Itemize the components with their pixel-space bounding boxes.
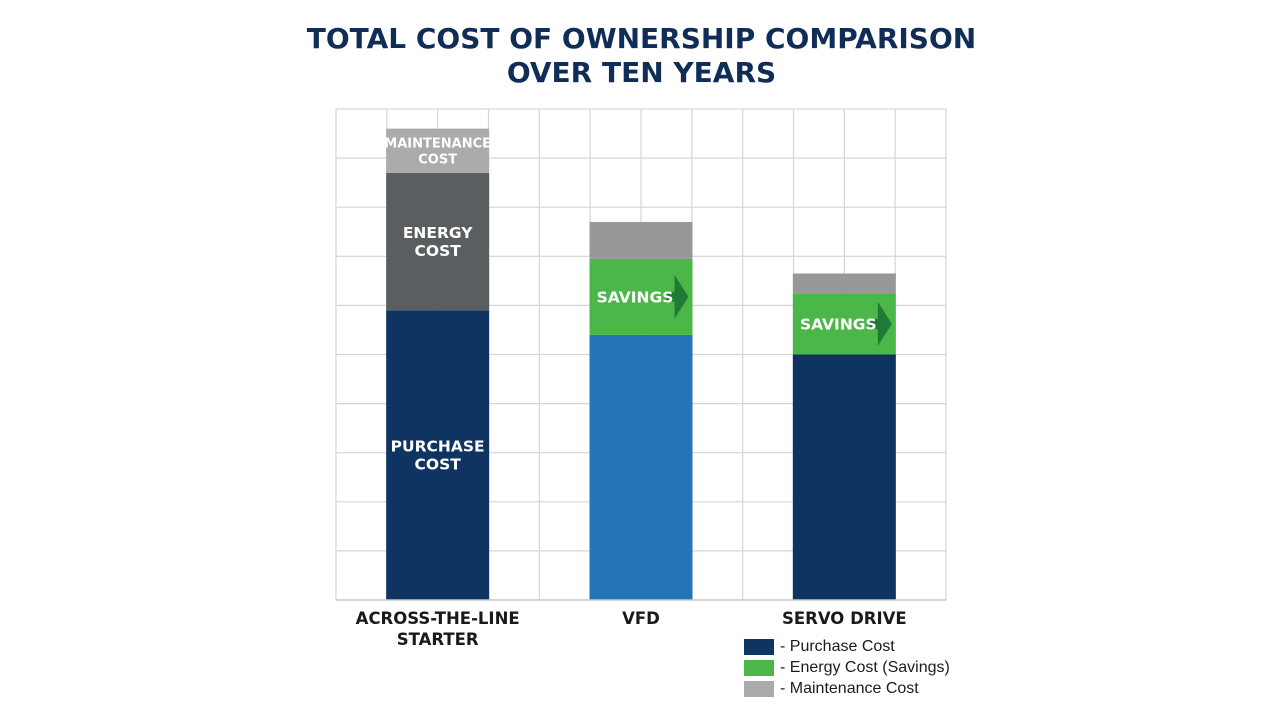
legend-swatch-purchase-cost	[744, 638, 774, 655]
bar-data-label: SAVINGS	[597, 288, 674, 306]
bar-data-label: COST	[418, 152, 457, 167]
bar-data-label: PURCHASE	[391, 438, 485, 456]
savings-arrow-icon	[869, 301, 892, 346]
bar-maintenance-cost-1	[386, 128, 490, 173]
chart-title-line-1: TOTAL COST OF OWNERSHIP COMPARISON	[306, 22, 977, 55]
x-tick-label: ACROSS-THE-LINE	[356, 609, 520, 628]
bar-energy-cost-savings-1	[386, 172, 490, 311]
chart-title-line-2: OVER TEN YEARS	[506, 56, 777, 89]
bar-purchase-cost-3	[792, 354, 896, 600]
x-tick-label: SERVO DRIVE	[782, 609, 907, 628]
legend-item-purchase-cost: - Purchase Cost	[744, 636, 950, 657]
legend-item-energy-cost: - Energy Cost (Savings)	[744, 657, 950, 678]
x-tick-label: STARTER	[397, 630, 479, 649]
bar-purchase-cost-1	[386, 310, 490, 600]
legend-swatch-maintenance-cost	[744, 680, 774, 697]
legend-item-maintenance-cost: - Maintenance Cost	[744, 678, 950, 699]
legend-label-energy-cost: - Energy Cost (Savings)	[780, 658, 950, 676]
bar-maintenance-cost-3	[792, 273, 896, 294]
bar-maintenance-cost-2	[589, 221, 693, 259]
savings-arrow-icon	[666, 274, 689, 319]
chart-title: TOTAL COST OF OWNERSHIP COMPARISON OVER …	[0, 22, 1283, 90]
bar-purchase-cost-2	[589, 334, 693, 600]
legend-label-purchase-cost: - Purchase Cost	[780, 637, 895, 655]
bar-data-label: COST	[415, 456, 462, 474]
bar-data-label: SAVINGS	[800, 315, 877, 333]
legend: - Purchase Cost - Energy Cost (Savings) …	[744, 636, 950, 699]
bar-data-label: MAINTENANCE	[384, 136, 491, 151]
bar-data-label: ENERGY	[403, 224, 473, 242]
bar-data-label: COST	[415, 242, 462, 260]
x-tick-label: VFD	[622, 609, 660, 628]
legend-swatch-energy-cost	[744, 659, 774, 676]
legend-label-maintenance-cost: - Maintenance Cost	[780, 679, 919, 697]
